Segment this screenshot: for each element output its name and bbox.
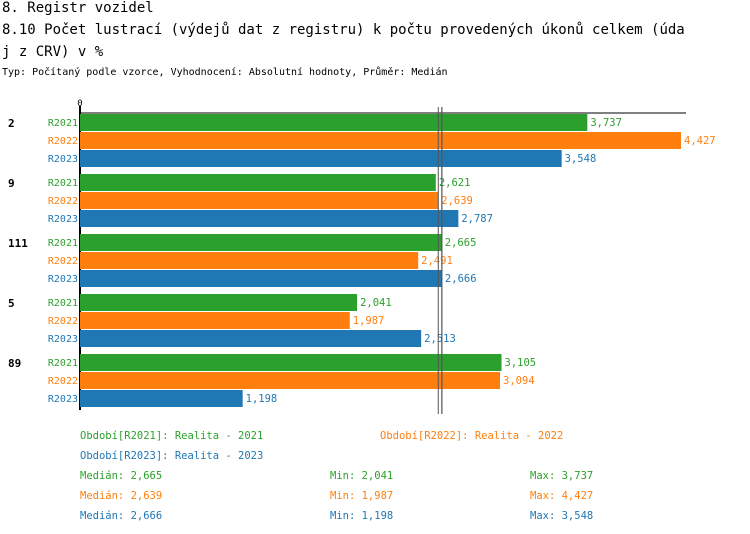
- bar-value-label: 2,491: [421, 255, 453, 267]
- category-label: 111: [8, 237, 28, 250]
- category-label: 2: [8, 117, 15, 130]
- bar-chart: 0 2 R2021 3,737 R2022 4,427 R2023 3,548 9 R2021 2,…: [8, 99, 716, 414]
- bar-r2023: [80, 210, 459, 227]
- stat-min-r2021: Min: 2,041: [330, 470, 394, 482]
- series-label: R2021: [48, 358, 78, 369]
- series-label: R2023: [48, 154, 78, 165]
- bar-value-label: 3,105: [505, 357, 537, 369]
- category-label: 9: [8, 177, 15, 190]
- bar-value-label: 2,041: [360, 297, 392, 309]
- bar-value-label: 4,427: [684, 135, 716, 147]
- bar-r2022: [80, 312, 350, 329]
- bar-r2023: [80, 150, 562, 167]
- series-label: R2022: [48, 136, 78, 147]
- series-label: R2021: [48, 298, 78, 309]
- bar-r2023: [80, 330, 422, 347]
- series-label: R2023: [48, 334, 78, 345]
- bar-value-label: 1,198: [246, 393, 278, 405]
- series-label: R2023: [48, 394, 78, 405]
- series-label: R2022: [48, 196, 78, 207]
- legend-r2021: Období[R2021]: Realita - 2021: [80, 430, 264, 442]
- axis-zero-label: 0: [77, 99, 82, 109]
- bar-value-label: 2,621: [439, 177, 471, 189]
- bar-value-label: 3,548: [565, 153, 597, 165]
- bar-r2021: [80, 114, 588, 131]
- stat-median-r2022: Medián: 2,639: [80, 490, 163, 502]
- series-label: R2023: [48, 274, 78, 285]
- stat-max-r2023: Max: 3,548: [530, 510, 594, 522]
- series-label: R2021: [48, 178, 78, 189]
- category-label: 89: [8, 357, 21, 370]
- series-label: R2021: [48, 238, 78, 249]
- legend-r2022: Období[R2022]: Realita - 2022: [380, 430, 564, 442]
- bar-value-label: 2,666: [445, 273, 477, 285]
- stat-max-r2021: Max: 3,737: [530, 470, 594, 482]
- bar-value-label: 2,639: [441, 195, 473, 207]
- bar-r2022: [80, 192, 439, 209]
- stat-min-r2023: Min: 1,198: [330, 510, 394, 522]
- series-label: R2021: [48, 118, 78, 129]
- bar-value-label: 1,987: [353, 315, 385, 327]
- bar-r2021: [80, 234, 442, 251]
- series-label: R2022: [48, 316, 78, 327]
- series-label: R2023: [48, 214, 78, 225]
- chart-subtitle: Typ: Počítaný podle vzorce, Vyhodnocení:…: [2, 67, 448, 78]
- series-label: R2022: [48, 376, 78, 387]
- bar-value-label: 3,737: [590, 117, 622, 129]
- bar-r2021: [80, 174, 436, 191]
- bar-value-label: 2,513: [424, 333, 456, 345]
- chart-title: 8.10 Počet lustrací (výdejů dat z regist…: [2, 22, 685, 38]
- bar-value-label: 2,665: [445, 237, 477, 249]
- chart-title-cont: j z CRV) v %: [2, 44, 104, 60]
- stat-min-r2022: Min: 1,987: [330, 490, 394, 502]
- bar-r2022: [80, 132, 681, 149]
- series-label: R2022: [48, 256, 78, 267]
- stat-max-r2022: Max: 4,427: [530, 490, 594, 502]
- bar-r2022: [80, 372, 501, 389]
- legend-r2023: Období[R2023]: Realita - 2023: [80, 450, 264, 462]
- bar-r2022: [80, 252, 419, 269]
- bar-r2023: [80, 270, 442, 287]
- stat-median-r2023: Medián: 2,666: [80, 510, 163, 522]
- bar-value-label: 2,787: [461, 213, 493, 225]
- bar-r2023: [80, 390, 243, 407]
- bar-value-label: 3,094: [503, 375, 535, 387]
- stat-median-r2021: Medián: 2,665: [80, 470, 163, 482]
- category-label: 5: [8, 297, 15, 310]
- section-heading: 8. Registr vozidel: [2, 0, 154, 16]
- bar-r2021: [80, 294, 358, 311]
- bar-r2021: [80, 354, 502, 371]
